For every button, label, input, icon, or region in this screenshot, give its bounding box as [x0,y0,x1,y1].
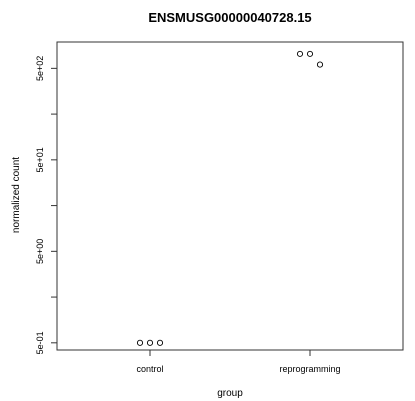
data-point [316,61,324,68]
x-axis-label: group [217,388,243,399]
data-point [296,50,304,57]
x-tick-label: control [136,364,163,374]
data-point [156,339,164,346]
data-point [146,339,154,346]
plot-frame [56,41,404,351]
y-tick-label: 5e-01 [35,331,45,354]
chart-title: ENSMUSG00000040728.15 [148,10,311,25]
y-axis-label: normalized count [11,157,22,233]
x-axis: control reprogramming [136,350,341,374]
x-tick-label: reprogramming [279,364,340,374]
y-tick-label: 5e+00 [35,239,45,264]
y-axis: 5e-01 5e+00 5e+01 5e+02 [35,56,57,354]
y-tick-label: 5e+02 [35,56,45,81]
data-point [306,50,314,57]
data-points [136,50,324,346]
y-tick-label: 5e+01 [35,147,45,172]
data-point [136,339,144,346]
